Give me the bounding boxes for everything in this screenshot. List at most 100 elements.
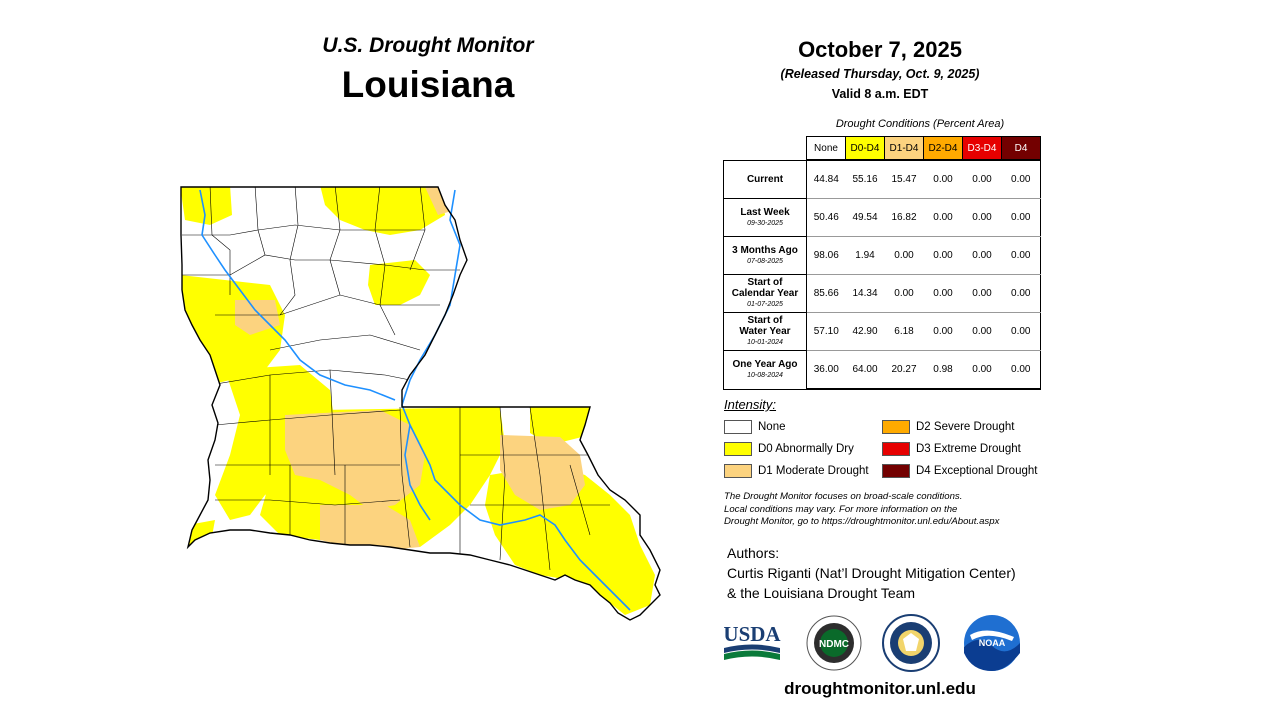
ndmc-logo: NDMC — [806, 615, 862, 671]
note-line: Drought Monitor, go to https://droughtmo… — [724, 516, 1000, 527]
authors-heading: Authors: — [727, 545, 780, 561]
table-cell: 57.10 — [806, 312, 846, 351]
legend-label: D1 Moderate Drought — [758, 465, 869, 478]
row-label-text: Water Year — [739, 326, 791, 337]
website-link[interactable]: droughtmonitor.unl.edu — [784, 679, 976, 698]
release-date: (Released Thursday, Oct. 9, 2025) — [780, 67, 980, 81]
note-line: The Drought Monitor focuses on broad-sca… — [724, 491, 963, 502]
table-cell: 0.00 — [923, 274, 963, 313]
table-cell: 20.27 — [884, 350, 924, 390]
map-subtitle: U.S. Drought Monitor — [322, 34, 534, 57]
legend-item: D2 Severe Drought — [882, 420, 1014, 434]
table-cell: 14.34 — [845, 274, 885, 313]
drought-monitor-note: The Drought Monitor focuses on broad-sca… — [724, 491, 1064, 529]
authors-block: Authors: Curtis Riganti (Nat’l Drought M… — [727, 543, 1087, 603]
legend-item: D4 Exceptional Drought — [882, 464, 1037, 478]
table-row: One Year Ago 10-08-2024 36.00 64.00 20.27 0.9… — [723, 350, 1041, 390]
table-cell: 49.54 — [845, 198, 885, 237]
table-cell: 44.84 — [806, 159, 846, 199]
usda-logo: USDA — [724, 622, 781, 660]
row-label: Start of Calendar Year 01-07-2025 — [723, 274, 807, 313]
table-cell: 6.18 — [884, 312, 924, 351]
state-outline — [180, 186, 661, 621]
legend-swatch — [882, 420, 910, 434]
row-label-text: Current — [746, 173, 784, 185]
table-cell: 0.00 — [923, 236, 963, 275]
table-cell: 0.00 — [962, 312, 1002, 351]
table-row: 3 Months Ago 07-08-2025 98.06 1.94 0.00 0.00 0… — [723, 236, 1041, 275]
column-header: D1-D4 — [884, 136, 924, 161]
d0-area-northeast — [368, 260, 430, 305]
row-label: One Year Ago 10-08-2024 — [723, 350, 807, 390]
map-date: October 7, 2025 — [798, 37, 962, 62]
table-cell: 0.00 — [923, 198, 963, 237]
valid-time: Valid 8 a.m. EDT — [831, 87, 929, 101]
d1-area-central — [285, 410, 425, 510]
d0-area-northwest — [181, 187, 232, 225]
row-label-text: One Year Ago — [732, 358, 798, 370]
atchafalaya-river-line — [404, 424, 431, 521]
table-cell: 55.16 — [845, 159, 885, 199]
row-label-text: Last Week — [740, 206, 790, 218]
table-caption: Drought Conditions (Percent Area) — [835, 118, 1005, 130]
legend-swatch — [724, 464, 752, 478]
table-row: Start of Water Year 10-01-2024 57.10 42.90 6.… — [723, 312, 1041, 351]
table-cell: 0.00 — [1001, 312, 1041, 351]
noaa-logo: NOAA — [964, 615, 1020, 671]
column-header: D4 — [1001, 136, 1041, 161]
row-label: Start of Water Year 10-01-2024 — [723, 312, 807, 351]
table-cell: 0.00 — [884, 236, 924, 275]
table-cell: 0.00 — [962, 350, 1002, 390]
d0-area-central-west — [215, 365, 335, 520]
table-header-row: None D0-D4 D1-D4 D2-D4 D3-D4 D4 — [724, 136, 1041, 161]
state-title: Louisiana — [341, 64, 515, 105]
column-header: None — [806, 136, 846, 161]
table-cell: 0.00 — [962, 198, 1002, 237]
table-cell: 36.00 — [806, 350, 846, 390]
row-label-text: 3 Months Ago — [732, 244, 798, 256]
table-row: Current 44.84 55.16 15.47 0.00 0.00 0.00 — [723, 159, 1041, 199]
d0-area-north — [320, 187, 445, 235]
author-line: Curtis Riganti (Nat’l Drought Mitigation… — [727, 565, 1016, 581]
table-cell: 16.82 — [884, 198, 924, 237]
partner-logos: USDA NDMC NOAA — [724, 614, 1020, 672]
table-cell: 1.94 — [845, 236, 885, 275]
row-label: Current — [723, 159, 807, 199]
table-row: Last Week 09-30-2025 50.46 49.54 16.82 0.00 0.… — [723, 198, 1041, 237]
note-line: Local conditions may vary. For more info… — [724, 503, 958, 515]
row-date: 10-08-2024 — [747, 371, 783, 379]
table-cell: 0.00 — [1001, 198, 1041, 237]
table-cell: 0.00 — [884, 274, 924, 313]
legend-swatch — [724, 420, 752, 434]
d0-area-southwest-corner — [188, 520, 215, 550]
table-cell: 64.00 — [845, 350, 885, 390]
row-label-text: Calendar Year — [731, 288, 799, 299]
row-date: 10-01-2024 — [747, 339, 783, 346]
legend-label: None — [758, 421, 786, 434]
table-cell: 0.00 — [923, 312, 963, 351]
column-header: D2-D4 — [923, 136, 963, 161]
legend-swatch — [724, 442, 752, 456]
ndmc-logo-text: NDMC — [819, 639, 849, 650]
row-label: 3 Months Ago 07-08-2025 — [723, 236, 807, 275]
legend-item: D3 Extreme Drought — [882, 442, 1021, 456]
parish-boundaries — [182, 187, 610, 571]
legend-swatch — [882, 464, 910, 478]
table-cell: 0.00 — [923, 159, 963, 199]
d1-area-west-pocket — [235, 300, 280, 335]
table-cell: 0.00 — [962, 236, 1002, 275]
row-date: 01-07-2025 — [747, 301, 783, 308]
usda-logo-text: USDA — [724, 622, 781, 646]
table-cell: 85.66 — [806, 274, 846, 313]
legend-item: None — [724, 420, 786, 434]
legend-label: D2 Severe Drought — [916, 421, 1015, 434]
table-cell: 0.00 — [1001, 236, 1041, 275]
d0-area-far-east — [530, 407, 590, 445]
legend-swatch — [882, 442, 910, 456]
row-date: 07-08-2025 — [747, 257, 783, 265]
row-date: 09-30-2025 — [747, 219, 783, 227]
eagle-seal-icon — [882, 614, 940, 672]
noaa-logo-text: NOAA — [979, 638, 1006, 648]
legend-label: D4 Exceptional Drought — [916, 465, 1038, 478]
table-cell: 0.00 — [1001, 274, 1041, 313]
